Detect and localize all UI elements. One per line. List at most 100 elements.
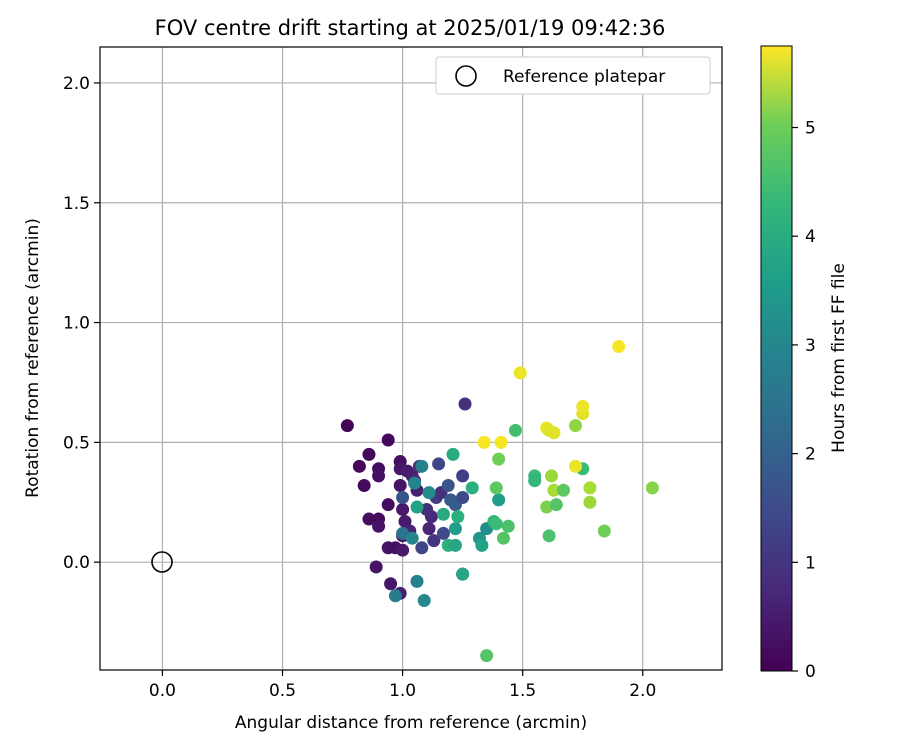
data-point	[410, 574, 424, 588]
data-point	[458, 397, 472, 411]
data-point	[576, 399, 590, 413]
data-point	[362, 512, 376, 526]
data-point	[475, 538, 489, 552]
data-point	[436, 507, 450, 521]
data-point	[372, 519, 386, 533]
data-point	[544, 469, 558, 483]
y-tick-label: 2.0	[63, 74, 90, 94]
data-point	[384, 577, 398, 591]
data-point	[396, 543, 410, 557]
data-point	[352, 459, 366, 473]
y-axis-ticks: 0.0 0.5 1.0 1.5 2.0	[63, 74, 100, 573]
data-point	[369, 560, 383, 574]
colorbar-tick-label: 2	[805, 445, 816, 465]
data-point	[448, 538, 462, 552]
data-point	[372, 469, 386, 483]
colorbar-ticks: 0 1 2 3 4 5	[792, 119, 816, 682]
y-tick-label: 0.0	[63, 553, 90, 573]
data-point	[597, 524, 611, 538]
data-point	[388, 589, 402, 603]
data-point	[422, 522, 436, 536]
data-point	[436, 526, 450, 540]
data-point	[494, 435, 508, 449]
x-tick-label: 1.5	[509, 681, 536, 701]
y-tick-label: 1.5	[63, 194, 90, 214]
y-tick-label: 1.0	[63, 314, 90, 334]
data-point	[393, 478, 407, 492]
data-point	[362, 447, 376, 461]
data-point	[492, 452, 506, 466]
data-point	[398, 514, 412, 528]
data-point	[492, 493, 506, 507]
data-point	[456, 490, 470, 504]
data-point	[583, 481, 597, 495]
data-point	[547, 426, 561, 440]
data-point	[645, 481, 659, 495]
colorbar-tick-label: 4	[805, 227, 816, 247]
data-point	[612, 340, 626, 354]
data-point	[381, 498, 395, 512]
data-point	[583, 495, 597, 509]
colorbar-tick-label: 0	[805, 662, 816, 682]
data-point	[477, 435, 491, 449]
legend-box	[435, 56, 711, 95]
data-point	[489, 481, 503, 495]
data-point	[432, 457, 446, 471]
y-axis-label: Rotation from reference (arcmin)	[23, 218, 43, 498]
legend-label: Reference platepar	[503, 67, 665, 87]
x-axis-label: Angular distance from reference (arcmin)	[235, 713, 587, 733]
data-point	[542, 529, 556, 543]
data-point	[415, 541, 429, 555]
colorbar: 0 1 2 3 4 5 Hours from first FF file	[760, 45, 849, 682]
colorbar-label: Hours from first FF file	[829, 263, 849, 453]
data-point	[427, 534, 441, 548]
data-point	[396, 502, 410, 516]
data-point	[396, 490, 410, 504]
data-point	[446, 447, 460, 461]
data-point	[415, 459, 429, 473]
data-point	[396, 526, 410, 540]
data-point	[549, 498, 563, 512]
data-point	[480, 649, 494, 663]
chart-title: FOV centre drift starting at 2025/01/19 …	[155, 16, 666, 40]
reference-marker	[151, 551, 173, 573]
x-tick-label: 0.5	[269, 681, 296, 701]
data-point	[381, 433, 395, 447]
data-point	[528, 474, 542, 488]
colorbar-tick-label: 1	[805, 553, 816, 573]
data-point	[569, 419, 583, 433]
data-point	[405, 531, 419, 545]
data-point	[422, 486, 436, 500]
data-point	[410, 500, 424, 514]
data-point	[496, 531, 510, 545]
data-point	[569, 459, 583, 473]
colorbar-gradient	[760, 45, 793, 672]
data-point	[465, 481, 479, 495]
data-point	[448, 522, 462, 536]
colorbar-tick-label: 3	[805, 336, 816, 356]
x-axis-ticks: 0.0 0.5 1.0 1.5 2.0	[149, 670, 656, 701]
data-point	[340, 419, 354, 433]
data-point	[451, 510, 465, 524]
data-point	[513, 366, 527, 380]
data-point	[357, 478, 371, 492]
data-point	[501, 519, 515, 533]
data-point	[556, 483, 570, 497]
y-tick-label: 0.5	[63, 433, 90, 453]
data-point	[456, 469, 470, 483]
data-point	[424, 510, 438, 524]
legend-marker	[455, 65, 477, 87]
data-point	[489, 517, 503, 531]
grid	[100, 47, 722, 670]
colorbar-tick-label: 5	[805, 119, 816, 139]
plot-frame	[99, 46, 723, 671]
legend: Reference platepar	[435, 56, 711, 95]
data-point	[456, 567, 470, 581]
x-tick-label: 2.0	[629, 681, 656, 701]
data-point	[441, 478, 455, 492]
data-point	[547, 483, 561, 497]
x-tick-label: 0.0	[149, 681, 176, 701]
data-point	[508, 423, 522, 437]
data-points	[340, 340, 659, 663]
